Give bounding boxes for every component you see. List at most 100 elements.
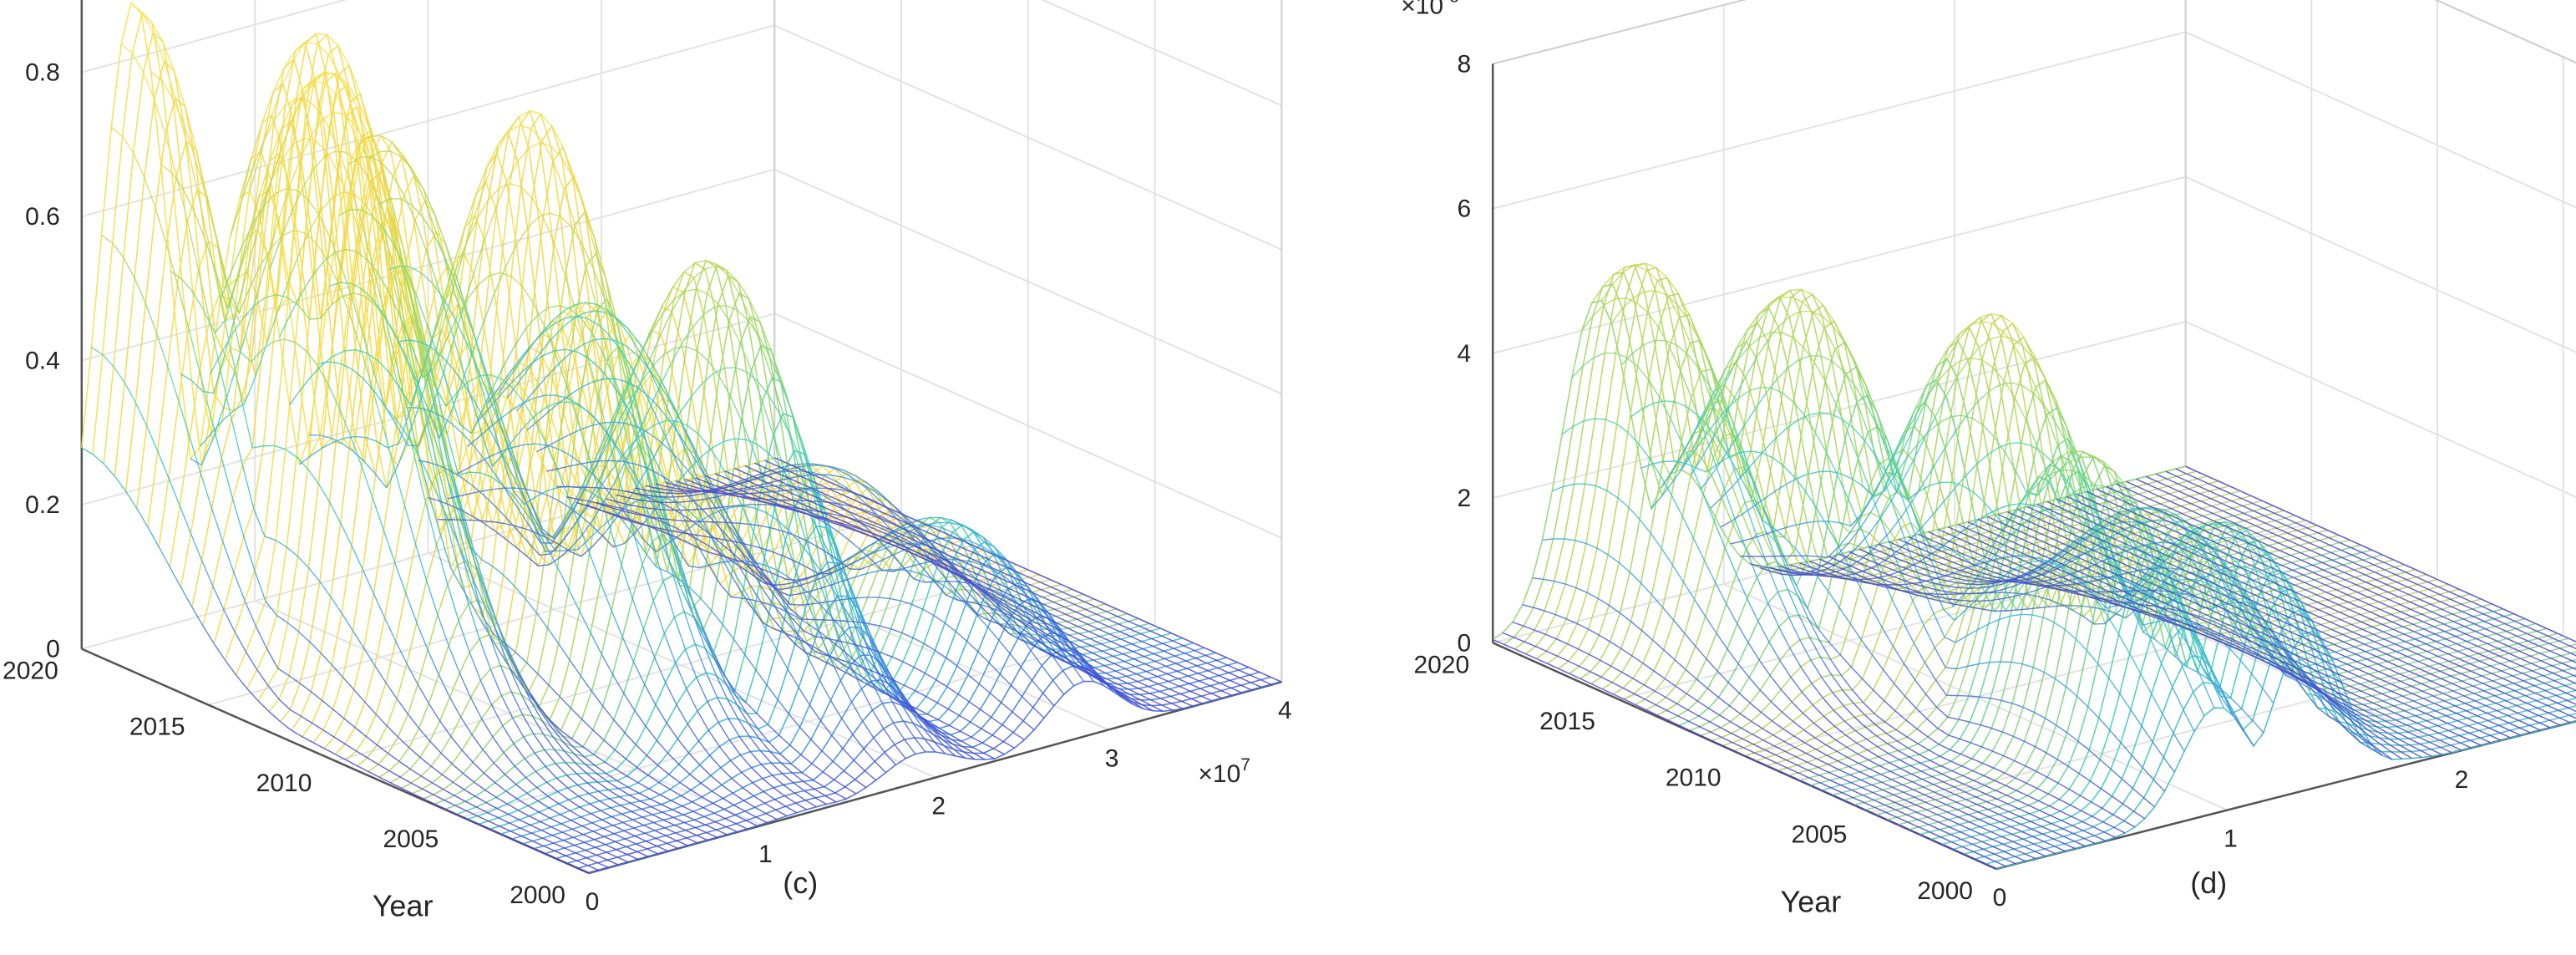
mesh-col: [1720, 389, 1733, 420]
mesh-col: [763, 548, 774, 553]
mesh-col: [2093, 835, 2106, 841]
mesh-col: [678, 764, 691, 775]
mesh-col: [793, 782, 805, 791]
mesh-col: [967, 673, 980, 684]
mesh-col: [1738, 693, 1751, 704]
mesh-col: [623, 830, 636, 837]
mesh-col: [646, 754, 659, 766]
mesh-col: [1650, 532, 1662, 549]
mesh-col: [626, 346, 639, 358]
mesh-col: [2185, 620, 2198, 626]
mesh-col: [1929, 481, 1941, 486]
mesh-col: [748, 492, 761, 499]
mesh-col: [891, 553, 904, 567]
mesh-col: [954, 556, 966, 564]
mesh-col: [558, 803, 570, 811]
mesh-col: [210, 353, 222, 374]
mesh-col: [2004, 851, 2016, 857]
mesh-col: [858, 531, 870, 536]
mesh-col: [494, 530, 506, 540]
mesh-col: [397, 340, 410, 367]
mesh-col: [383, 227, 395, 246]
mesh-col: [1859, 497, 1873, 517]
mesh-col: [663, 347, 676, 355]
mesh-col: [542, 216, 555, 244]
mesh-col: [182, 188, 195, 211]
mesh-col: [2203, 522, 2215, 528]
mesh-col: [707, 536, 719, 540]
mesh-col: [535, 770, 548, 783]
gridline: [1492, 0, 1747, 65]
mesh-col: [1983, 775, 1995, 781]
mesh-col: [2066, 425, 2078, 455]
mesh-col: [428, 496, 439, 502]
mesh-col: [539, 811, 550, 819]
mesh-col: [1845, 734, 1858, 744]
mesh-col: [1691, 397, 1703, 428]
mesh-col: [784, 540, 798, 572]
mesh-col: [905, 539, 918, 547]
mesh-col: [1191, 698, 1203, 704]
mesh-col: [1714, 582, 1727, 604]
mesh-col: [367, 260, 380, 276]
mesh-col: [1746, 323, 1758, 343]
mesh-col: [1943, 487, 1956, 502]
mesh-col: [595, 252, 608, 299]
mesh-col: [740, 419, 753, 448]
mesh-col: [1926, 718, 1939, 729]
mesh-col: [1018, 605, 1031, 622]
mesh-col: [1817, 576, 1829, 592]
mesh-col: [1912, 781, 1924, 788]
mesh-col: [664, 827, 677, 834]
mesh-col: [1620, 648, 1633, 657]
mesh-col: [1772, 527, 1785, 538]
mesh-col: [1686, 405, 1698, 415]
mesh-col: [789, 491, 802, 498]
mesh-col: [426, 580, 439, 615]
mesh-col: [1676, 344, 1688, 355]
mesh-col: [462, 554, 474, 582]
mesh-col: [1850, 666, 1864, 679]
mesh-col: [368, 178, 381, 203]
mesh-col: [524, 758, 536, 772]
mesh-col: [772, 618, 785, 632]
mesh-col: [1935, 358, 1948, 380]
mesh-col: [434, 386, 447, 407]
mesh-col: [933, 741, 946, 754]
mesh-col: [496, 378, 510, 395]
mesh-col: [876, 658, 889, 676]
mesh-col: [1744, 754, 1756, 762]
mesh-col: [2076, 464, 2088, 490]
mesh-col: [375, 714, 388, 727]
mesh-col: [1955, 794, 1966, 800]
mesh-col: [1798, 614, 1811, 638]
mesh-col: [1867, 563, 1879, 571]
mesh-col: [731, 596, 743, 599]
mesh-col: [596, 781, 609, 790]
mesh-col: [236, 674, 248, 689]
mesh-col: [804, 800, 817, 808]
mesh-col: [694, 819, 706, 825]
mesh-col: [527, 693, 540, 708]
mesh-col: [2025, 765, 2037, 772]
mesh-col: [1868, 759, 1880, 767]
mesh-col: [185, 106, 197, 150]
mesh-col: [1017, 564, 1029, 571]
mesh-col: [930, 725, 942, 736]
mesh-col: [1628, 506, 1640, 521]
mesh-col: [479, 472, 492, 478]
mesh-col: [2028, 805, 2040, 811]
mesh-col: [492, 736, 505, 754]
mesh-col: [810, 494, 823, 500]
mesh-col: [860, 665, 872, 672]
mesh-col: [1612, 272, 1625, 285]
mesh-col: [894, 549, 905, 556]
mesh-col: [330, 597, 342, 614]
mesh-col: [1846, 746, 1858, 754]
mesh-col: [734, 468, 747, 475]
mesh-col: [256, 257, 269, 296]
mesh-col: [1991, 323, 2004, 333]
mesh-col: [1875, 735, 1888, 744]
mesh-col: [269, 239, 281, 270]
mesh-col: [589, 803, 601, 811]
